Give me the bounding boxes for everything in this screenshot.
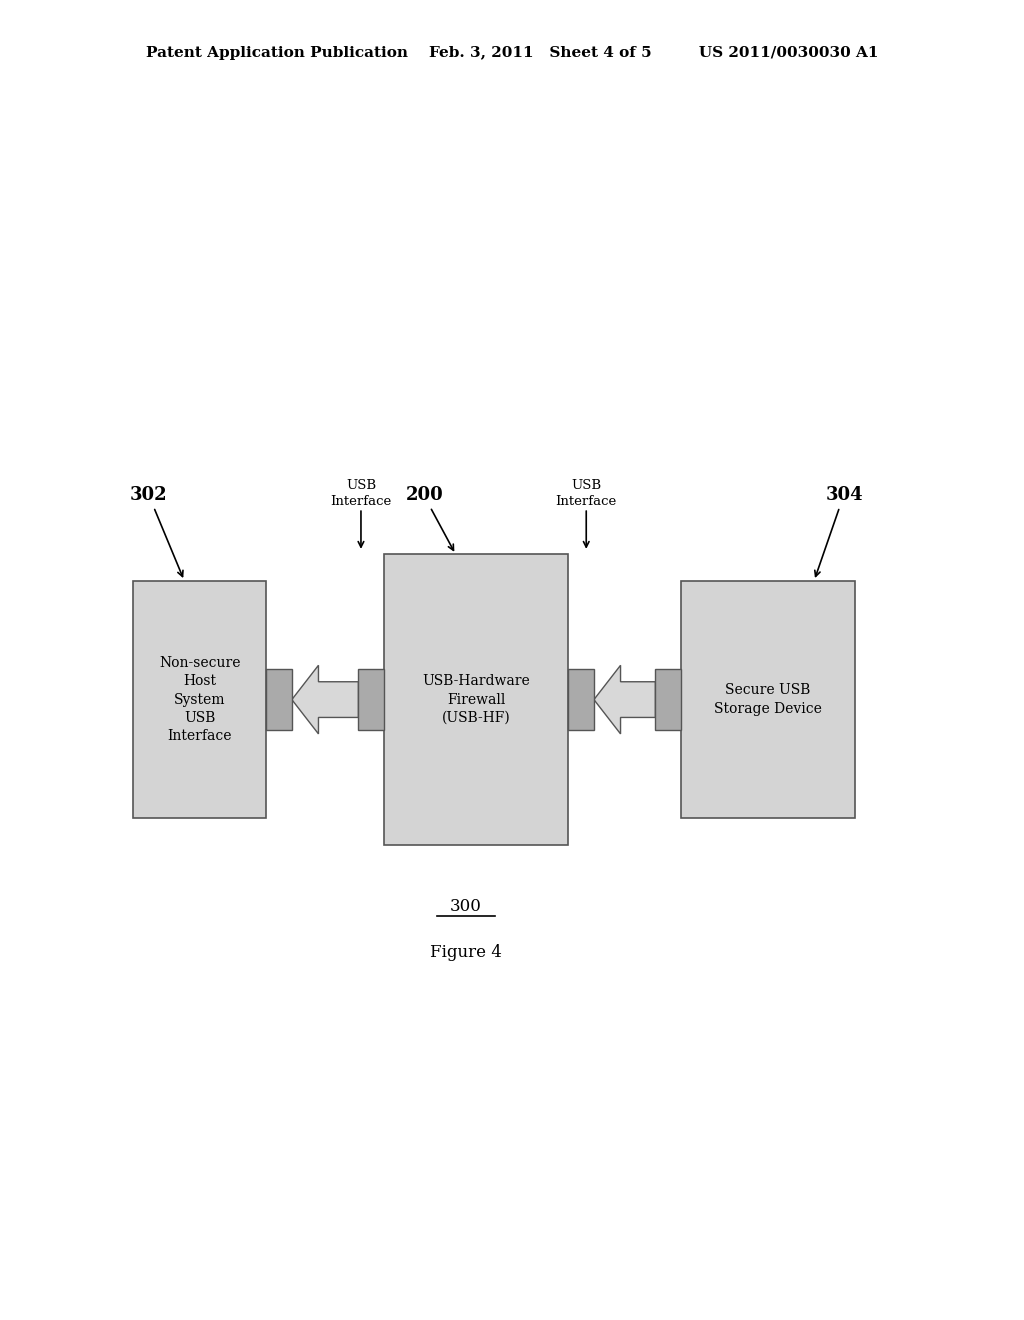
Text: 200: 200 bbox=[407, 486, 443, 504]
Text: 300: 300 bbox=[450, 898, 482, 915]
Text: Figure 4: Figure 4 bbox=[430, 944, 502, 961]
Bar bbox=[681, 581, 855, 818]
Bar bbox=[384, 554, 568, 845]
Bar bbox=[655, 669, 681, 730]
Text: 304: 304 bbox=[826, 486, 863, 504]
Text: 302: 302 bbox=[130, 486, 167, 504]
Bar bbox=[358, 669, 384, 730]
Polygon shape bbox=[292, 665, 358, 734]
Polygon shape bbox=[594, 665, 655, 734]
Bar bbox=[568, 669, 594, 730]
Text: Non-secure
Host
System
USB
Interface: Non-secure Host System USB Interface bbox=[159, 656, 241, 743]
Text: USB-Hardware
Firewall
(USB-HF): USB-Hardware Firewall (USB-HF) bbox=[422, 675, 530, 725]
Text: USB
Interface: USB Interface bbox=[556, 479, 616, 508]
Bar bbox=[133, 581, 266, 818]
Text: Secure USB
Storage Device: Secure USB Storage Device bbox=[714, 684, 822, 715]
Bar bbox=[266, 669, 292, 730]
Text: Patent Application Publication    Feb. 3, 2011   Sheet 4 of 5         US 2011/00: Patent Application Publication Feb. 3, 2… bbox=[145, 46, 879, 61]
Text: USB
Interface: USB Interface bbox=[331, 479, 391, 508]
